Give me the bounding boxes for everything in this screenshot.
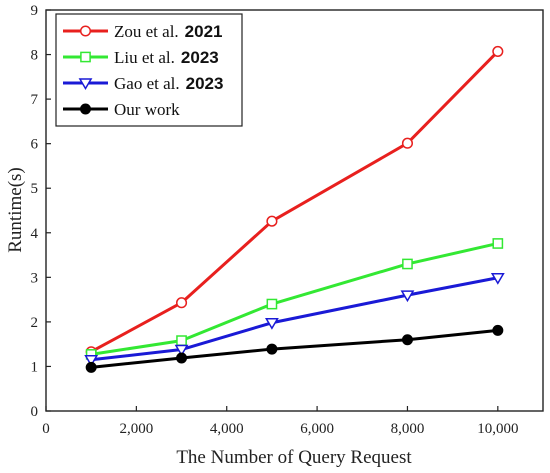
legend-item-0: Zou et al. 2021 bbox=[63, 22, 223, 41]
x-tick-label: 2,000 bbox=[119, 421, 153, 437]
legend-year: 2021 bbox=[185, 22, 223, 41]
series-2 bbox=[84, 273, 505, 367]
legend-item-3: Our work bbox=[63, 100, 180, 119]
data-point bbox=[490, 273, 505, 285]
y-tick-label: 4 bbox=[31, 226, 39, 242]
data-point bbox=[264, 318, 279, 330]
data-point bbox=[492, 45, 504, 57]
y-tick-label: 5 bbox=[31, 181, 39, 197]
series-3 bbox=[85, 324, 504, 373]
x-tick-label: 4,000 bbox=[210, 421, 244, 437]
x-axis-title: The Number of Query Request bbox=[176, 447, 412, 468]
legend-marker bbox=[78, 78, 93, 90]
legend-marker bbox=[80, 51, 91, 63]
y-tick-label: 0 bbox=[31, 404, 39, 420]
legend-label: Our work bbox=[114, 100, 180, 119]
y-tick-label: 7 bbox=[31, 92, 39, 108]
legend-label: Gao et al. bbox=[114, 74, 180, 93]
legend-item-2: Gao et al. 2023 bbox=[63, 74, 223, 93]
x-tick-label: 10,000 bbox=[477, 421, 518, 437]
series-1 bbox=[85, 238, 504, 360]
data-point bbox=[266, 215, 278, 227]
data-point bbox=[401, 334, 413, 346]
legend-item-1: Liu et al. 2023 bbox=[63, 48, 219, 67]
data-point bbox=[492, 324, 504, 336]
x-tick-label: 0 bbox=[42, 421, 50, 437]
data-point bbox=[402, 258, 413, 270]
data-point bbox=[492, 238, 504, 249]
legend-marker bbox=[80, 103, 91, 115]
y-tick-label: 9 bbox=[31, 3, 39, 19]
y-axis-title: Runtime(s) bbox=[5, 167, 26, 253]
data-point bbox=[401, 137, 414, 149]
data-point bbox=[175, 297, 188, 309]
data-point bbox=[85, 361, 97, 373]
legend-marker bbox=[79, 25, 92, 37]
data-point bbox=[174, 344, 189, 357]
plot-frame bbox=[45, 9, 544, 412]
y-tick-label: 1 bbox=[31, 359, 39, 375]
data-point bbox=[84, 355, 99, 367]
x-tick-label: 8,000 bbox=[391, 421, 425, 437]
legend-label: Zou et al. bbox=[114, 22, 179, 41]
series-line bbox=[91, 328, 498, 369]
legend-year: 2023 bbox=[181, 48, 219, 67]
y-tick-label: 2 bbox=[31, 315, 39, 331]
data-point bbox=[176, 335, 187, 346]
x-tick-label: 6,000 bbox=[300, 421, 334, 437]
legend-label: Liu et al. bbox=[114, 48, 175, 67]
axis-ticks: 0 2,000 4,000 6,000 8,000 10,000 0 1 2 3 4 5 6 7 8 9 bbox=[31, 3, 519, 437]
y-tick-label: 6 bbox=[31, 137, 39, 153]
data-point bbox=[400, 290, 415, 303]
y-tick-label: 8 bbox=[31, 48, 39, 64]
data-point bbox=[266, 343, 278, 355]
data-point bbox=[266, 298, 278, 310]
legend-year: 2023 bbox=[186, 74, 224, 93]
y-tick-label: 3 bbox=[31, 270, 39, 286]
data-point bbox=[176, 352, 188, 364]
series-layer bbox=[84, 45, 505, 373]
